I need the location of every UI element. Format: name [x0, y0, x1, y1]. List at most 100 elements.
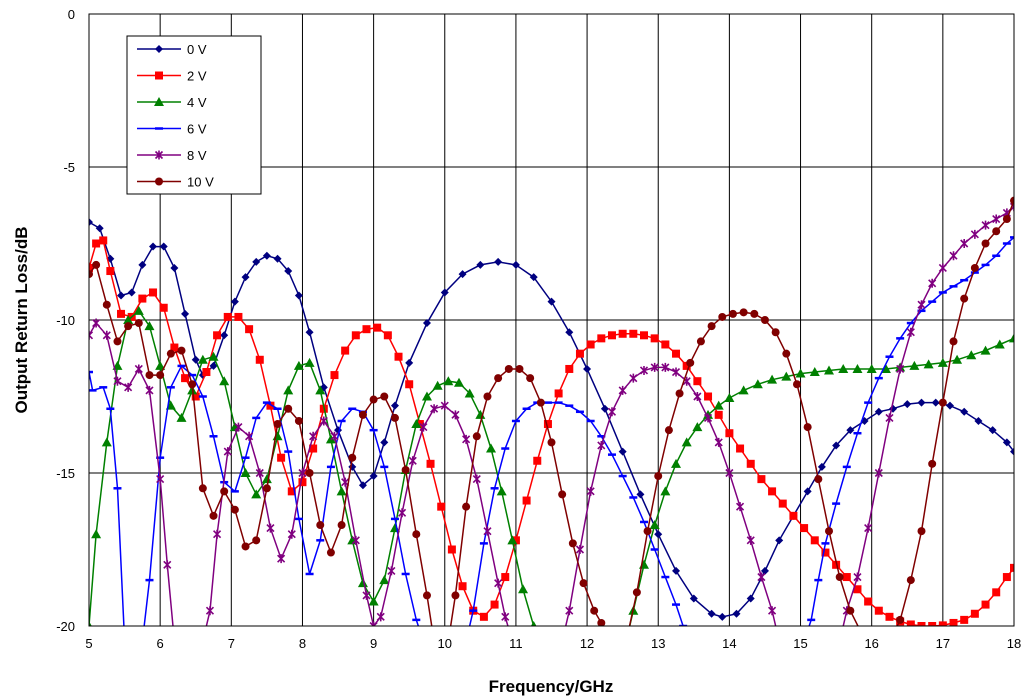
data-point — [515, 364, 524, 373]
data-point — [654, 530, 663, 539]
data-point — [558, 490, 567, 499]
data-point — [597, 440, 606, 450]
data-point — [170, 263, 179, 272]
data-point — [650, 362, 659, 372]
data-point — [89, 621, 92, 626]
data-point — [422, 591, 431, 600]
data-point — [380, 438, 389, 447]
data-point — [686, 358, 695, 367]
data-point — [966, 350, 977, 360]
data-point — [412, 530, 421, 539]
legend-item: 0 V — [137, 42, 207, 57]
data-point — [757, 572, 766, 582]
data-point — [825, 527, 833, 536]
x-tick-label: 15 — [793, 636, 807, 651]
data-point — [795, 368, 806, 378]
data-point — [718, 612, 727, 621]
data-point — [159, 303, 168, 312]
data-point — [209, 511, 218, 520]
plot-frame — [88, 13, 1015, 627]
data-point — [782, 349, 791, 358]
data-point — [330, 431, 339, 441]
data-point — [240, 468, 251, 477]
data-point — [92, 260, 101, 269]
data-point — [896, 364, 905, 374]
data-point — [387, 566, 396, 576]
data-point — [746, 459, 755, 468]
data-point — [92, 318, 101, 328]
data-point — [768, 606, 777, 616]
data-point — [309, 431, 318, 441]
data-point — [803, 487, 812, 496]
data-point — [970, 229, 979, 239]
data-point — [362, 325, 371, 334]
x-tick-label: 13 — [651, 636, 665, 651]
data-point — [170, 343, 179, 352]
data-point — [583, 364, 592, 373]
data-point — [490, 600, 499, 609]
data-point — [931, 398, 940, 407]
data-point — [707, 609, 716, 618]
data-point — [102, 330, 111, 340]
data-point — [814, 475, 823, 484]
data-point — [618, 329, 627, 338]
data-point — [725, 429, 734, 438]
data-point — [629, 373, 638, 383]
data-point — [358, 481, 367, 490]
x-tick-label: 6 — [157, 636, 164, 651]
data-point — [810, 536, 819, 545]
data-point — [89, 270, 93, 279]
data-point — [458, 270, 467, 279]
data-point — [113, 337, 122, 346]
data-point — [938, 398, 947, 407]
data-point — [692, 422, 703, 432]
data-point — [952, 354, 963, 364]
x-tick-label: 11 — [509, 636, 523, 651]
legend-label: 10 V — [187, 175, 214, 190]
data-point — [746, 594, 755, 603]
data-point — [202, 368, 211, 377]
data-point — [369, 472, 378, 481]
data-point — [565, 328, 574, 337]
data-point — [992, 588, 1001, 597]
data-point — [980, 345, 991, 355]
data-point — [234, 422, 243, 432]
data-point — [117, 291, 126, 300]
data-point — [220, 487, 229, 496]
data-point — [704, 392, 713, 401]
data-point — [245, 325, 254, 334]
legend-label: 8 V — [187, 148, 207, 163]
data-point — [778, 499, 787, 508]
data-point — [101, 437, 112, 447]
data-point — [277, 453, 286, 462]
data-point — [430, 404, 439, 414]
data-point — [728, 309, 737, 318]
data-point — [835, 573, 844, 582]
data-point — [373, 323, 382, 332]
data-point — [245, 431, 254, 441]
data-point — [681, 437, 692, 447]
data-point — [426, 459, 435, 468]
data-point — [597, 618, 606, 626]
data-point — [91, 529, 102, 539]
data-point — [405, 380, 414, 389]
data-point — [885, 612, 894, 621]
data-point — [294, 416, 303, 425]
legend-marker — [154, 150, 164, 160]
series-2 — [89, 305, 1014, 626]
data-point — [351, 535, 360, 545]
data-point — [732, 609, 741, 618]
data-point — [714, 410, 723, 419]
legend-marker — [155, 45, 163, 53]
data-point — [380, 392, 389, 401]
data-point — [885, 413, 894, 423]
data-point — [636, 490, 645, 499]
data-point — [874, 606, 883, 615]
data-point — [149, 242, 158, 251]
x-tick-label: 10 — [438, 636, 452, 651]
data-point — [632, 588, 641, 597]
data-point — [568, 539, 577, 548]
series-3 — [89, 236, 1014, 626]
data-point — [156, 474, 165, 484]
x-tick-label: 8 — [299, 636, 306, 651]
